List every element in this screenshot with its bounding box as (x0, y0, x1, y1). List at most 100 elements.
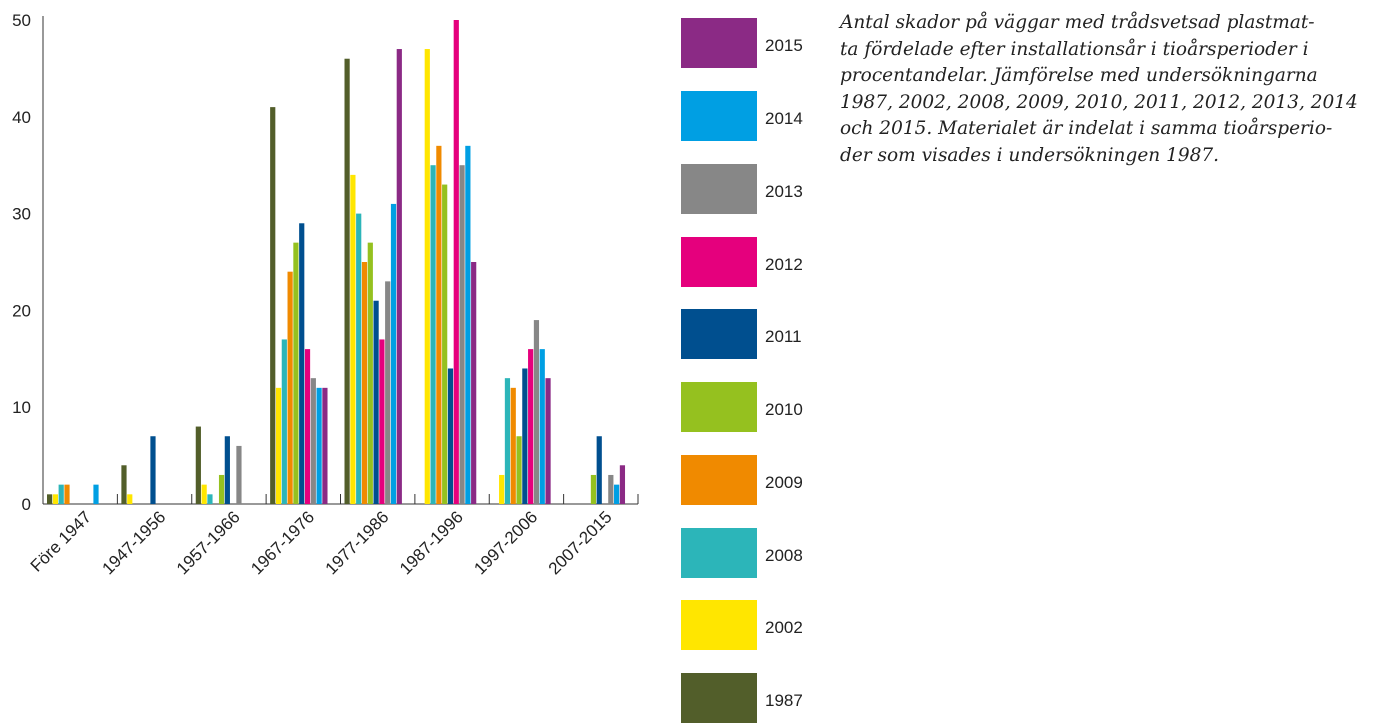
bar-1987 (121, 465, 127, 504)
bar-2012 (379, 339, 385, 504)
caption-line: ta fördelade efter installationsår i tio… (840, 38, 1309, 60)
category-label: 1987-1996 (396, 507, 467, 578)
bar-2009 (64, 484, 70, 504)
bar-2010 (218, 474, 225, 504)
legend-swatch-2014 (681, 91, 757, 141)
bar-2011 (299, 223, 305, 504)
bar-2008 (504, 378, 511, 504)
bar-2015 (322, 387, 328, 504)
bar-2013 (608, 474, 614, 504)
bar-2014 (93, 484, 99, 504)
bar-2002 (424, 49, 430, 504)
legend-swatch-2008 (681, 528, 757, 578)
bar-2011 (447, 368, 454, 504)
bar-2010 (442, 184, 448, 504)
caption-line: 1987, 2002, 2008, 2009, 2010, 2011, 2012… (840, 91, 1358, 113)
legend-swatch-2002 (681, 600, 757, 650)
legend-swatch-2011 (681, 309, 757, 359)
legend-item-2009: 2009 (681, 455, 881, 505)
bar-2014 (316, 387, 322, 504)
bar-2009 (510, 387, 516, 504)
bar-2002 (127, 494, 133, 504)
legend-item-2010: 2010 (681, 382, 881, 432)
bar-2015 (471, 262, 477, 504)
bar-2009 (361, 262, 368, 504)
bar-2013 (310, 378, 316, 504)
bar-2008 (430, 165, 436, 504)
bar-2008 (207, 494, 213, 504)
bar-1987 (270, 107, 276, 505)
bar-2015 (619, 465, 626, 504)
bar-2011 (373, 300, 379, 504)
bar-2014 (390, 203, 397, 505)
category-label: 1957-1966 (173, 507, 244, 578)
chart-caption: Antal skador på väggar med trådsvetsad p… (840, 10, 1370, 169)
bar-2010 (590, 474, 597, 504)
category-label: Före 1947 (27, 507, 95, 575)
bar-2013 (459, 165, 465, 504)
legend-label-2010: 2010 (765, 400, 803, 419)
bar-2013 (236, 445, 242, 504)
legend-item-2011: 2011 (681, 309, 881, 359)
bar-2002 (350, 174, 356, 504)
bar-2011 (522, 368, 528, 504)
legend-item-2012: 2012 (681, 237, 881, 287)
bar-2002 (52, 494, 58, 504)
bar-2014 (465, 145, 471, 504)
bar-2014 (539, 349, 545, 504)
bar-2009 (287, 271, 293, 504)
bar-2002 (275, 387, 282, 504)
bar-2011 (224, 436, 230, 504)
bar-1987 (195, 426, 201, 504)
caption-line: der som visades i undersökningen 1987. (840, 144, 1220, 166)
y-tick-label: 40 (12, 108, 31, 127)
bar-2002 (499, 474, 505, 504)
legend-item-2002: 2002 (681, 600, 881, 650)
bar-2013 (533, 320, 540, 504)
legend-swatch-2012 (681, 237, 757, 287)
legend-swatch-2015 (681, 18, 757, 68)
caption-line: procentandelar. Jämförelse med undersökn… (840, 65, 1318, 86)
y-tick-label: 10 (12, 398, 31, 417)
bar-1987 (344, 58, 350, 504)
bar-2015 (545, 378, 551, 504)
bar-2010 (293, 242, 299, 504)
bar-2012 (453, 20, 459, 504)
legend-label-2002: 2002 (765, 618, 803, 637)
legend-label-2013: 2013 (765, 182, 803, 201)
category-label: 1997-2006 (470, 507, 541, 578)
bar-2011 (150, 436, 156, 504)
legend-swatch-2010 (681, 382, 757, 432)
y-tick-label: 0 (22, 495, 31, 514)
legend-item-2015: 2015 (681, 18, 881, 68)
legend-label-2011: 2011 (765, 327, 802, 346)
legend-item-2014: 2014 (681, 91, 881, 141)
bar-2002 (201, 484, 207, 504)
legend-label-1987: 1987 (765, 691, 803, 710)
legend-item-1987: 1987 (681, 673, 881, 723)
bar-2014 (614, 484, 620, 504)
bar-2015 (396, 49, 402, 504)
y-tick-label: 20 (12, 301, 31, 320)
bar-2008 (58, 484, 64, 504)
category-label: 2007-2015 (545, 507, 616, 578)
bar-2012 (304, 349, 311, 504)
legend-item-2008: 2008 (681, 528, 881, 578)
bar-2012 (528, 349, 534, 504)
legend-swatch-2013 (681, 164, 757, 214)
bar-2013 (385, 281, 391, 504)
category-label: 1947-1956 (98, 507, 169, 578)
bar-2010 (367, 242, 373, 504)
bar-2011 (596, 436, 602, 504)
caption-line: Antal skador på väggar med trådsvetsad p… (840, 12, 1315, 33)
bar-2009 (436, 145, 442, 504)
category-label: 1967-1976 (247, 507, 318, 578)
bar-2008 (356, 213, 362, 504)
category-label: 1977-1986 (322, 507, 393, 578)
y-tick-label: 50 (12, 11, 31, 30)
legend-label-2008: 2008 (765, 546, 803, 565)
legend-item-2013: 2013 (681, 164, 881, 214)
caption-line: och 2015. Materialet är indelat i samma … (840, 118, 1333, 139)
legend-label-2014: 2014 (765, 109, 803, 128)
